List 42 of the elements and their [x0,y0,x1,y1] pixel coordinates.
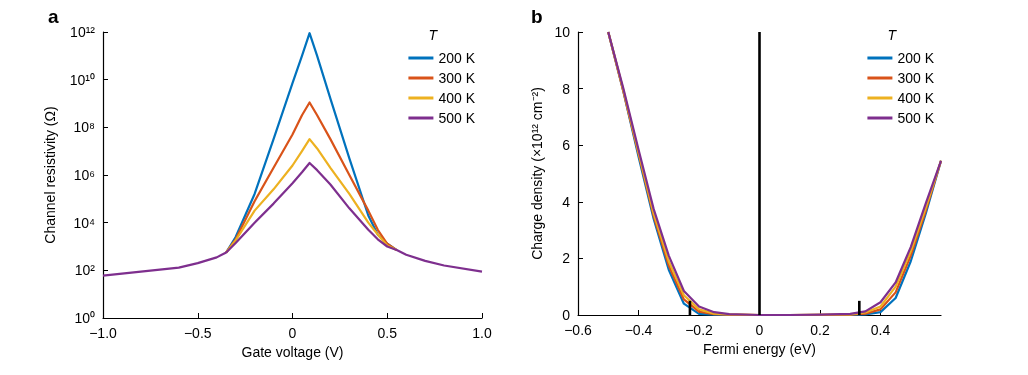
y-tick-label: 10¹² [70,24,96,40]
x-tick-label: 0 [288,325,297,341]
y-tick-label: 8 [562,80,571,97]
x-tick-label: −0.4 [624,322,653,338]
x-tick-label: −0.6 [564,322,593,338]
x-tick-label: 0.5 [377,325,398,341]
x-tick-label: 0.2 [810,322,830,338]
x-tick-label: −0.2 [685,322,714,338]
legend-label: 300 K [897,70,935,86]
y-tick-label: 10⁰ [74,310,95,326]
y-axis-title: Charge density (×10¹² cm⁻²) [528,87,545,260]
line-series [101,161,484,277]
legend-label: 500 K [438,110,476,126]
legend-label: 200 K [897,50,935,66]
y-tick-label: 10⁶ [73,167,95,183]
y-tick-label: 10⁸ [73,119,96,136]
legend-label: 300 K [438,70,476,86]
y-tick-label: 2 [562,250,571,267]
legend-label: 400 K [438,90,476,106]
y-tick-label: 0 [562,307,571,323]
x-axis-title: Gate voltage (V) [241,343,344,360]
x-tick-label: 0.4 [870,322,891,338]
legend-title: T [887,27,898,43]
x-axis-title: Fermi energy (eV) [703,340,816,357]
legend-label: 200 K [438,50,476,66]
y-tick-label: 6 [562,137,571,154]
y-axis-title: Channel resistivity (Ω) [42,106,58,244]
line-series [607,30,943,317]
y-tick-label: 10 [554,24,571,40]
y-tick-label: 4 [562,193,571,210]
x-tick-label: 1.0 [472,325,492,341]
chart-title: a [48,6,59,27]
legend-label: 400 K [897,90,935,106]
legend-label: 500 K [897,110,935,126]
y-tick-label: 10⁴ [73,214,95,231]
y-tick-label: 10² [74,262,96,279]
x-tick-label: −0.5 [183,325,212,341]
y-tick-label: 10¹⁰ [69,71,95,88]
chart-title: b [531,6,543,27]
legend-title: T [428,27,439,43]
x-tick-label: 0 [755,322,764,338]
x-tick-label: −1.0 [89,325,118,341]
